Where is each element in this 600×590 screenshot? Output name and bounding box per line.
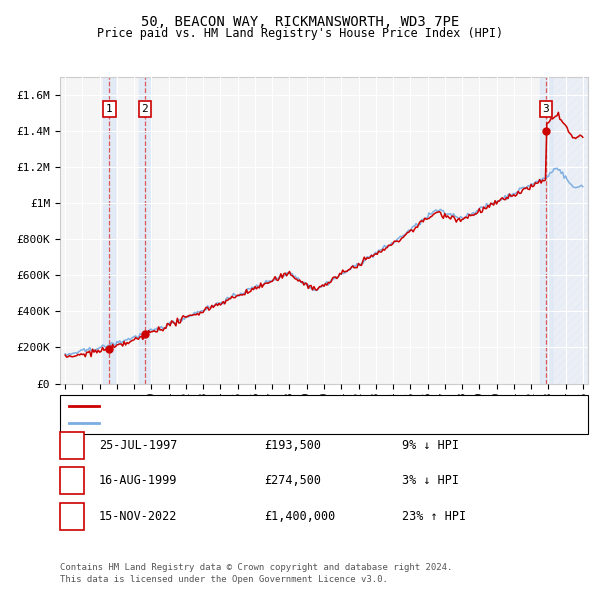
Text: 3% ↓ HPI: 3% ↓ HPI: [402, 474, 459, 487]
Bar: [540, 77, 552, 384]
Text: This data is licensed under the Open Government Licence v3.0.: This data is licensed under the Open Gov…: [60, 575, 388, 584]
Text: 25-JUL-1997: 25-JUL-1997: [99, 439, 178, 452]
Text: £193,500: £193,500: [264, 439, 321, 452]
Text: £274,500: £274,500: [264, 474, 321, 487]
Text: 23% ↑ HPI: 23% ↑ HPI: [402, 510, 466, 523]
Text: 50, BEACON WAY, RICKMANSWORTH, WD3 7PE: 50, BEACON WAY, RICKMANSWORTH, WD3 7PE: [141, 15, 459, 29]
Text: 3: 3: [68, 510, 76, 523]
Text: Contains HM Land Registry data © Crown copyright and database right 2024.: Contains HM Land Registry data © Crown c…: [60, 563, 452, 572]
Text: 9% ↓ HPI: 9% ↓ HPI: [402, 439, 459, 452]
Bar: [553, 77, 588, 384]
Text: HPI: Average price, detached house, Three Rivers: HPI: Average price, detached house, Thre…: [105, 418, 405, 428]
Bar: [139, 77, 151, 384]
Text: 50, BEACON WAY, RICKMANSWORTH, WD3 7PE (detached house): 50, BEACON WAY, RICKMANSWORTH, WD3 7PE (…: [105, 401, 449, 411]
Bar: [103, 77, 115, 384]
Text: 3: 3: [542, 104, 550, 114]
Text: 2: 2: [142, 104, 148, 114]
Text: Price paid vs. HM Land Registry's House Price Index (HPI): Price paid vs. HM Land Registry's House …: [97, 27, 503, 40]
Text: 15-NOV-2022: 15-NOV-2022: [99, 510, 178, 523]
Text: 2: 2: [68, 474, 76, 487]
Text: £1,400,000: £1,400,000: [264, 510, 335, 523]
Text: 1: 1: [106, 104, 113, 114]
Text: 1: 1: [68, 439, 76, 452]
Text: 16-AUG-1999: 16-AUG-1999: [99, 474, 178, 487]
